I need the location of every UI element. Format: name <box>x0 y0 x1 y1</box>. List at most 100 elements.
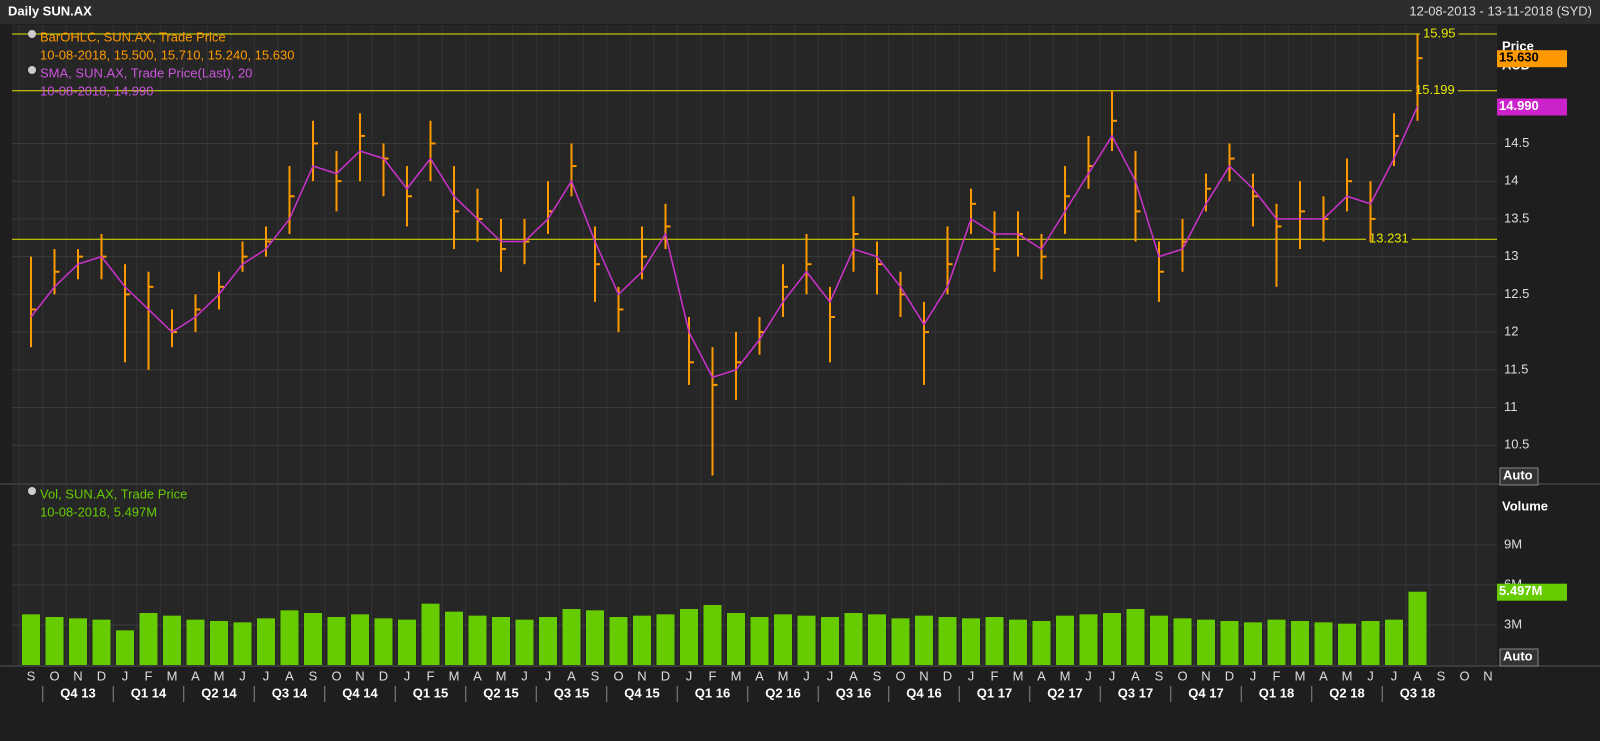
legend-text: BarOHLC, SUN.AX, Trade Price <box>40 29 226 44</box>
x-tick-label: N <box>1483 668 1492 683</box>
legend-icon <box>28 66 36 74</box>
scale-button-label[interactable]: Auto <box>1503 648 1533 663</box>
legend-text: Vol, SUN.AX, Trade Price <box>40 486 187 501</box>
quarter-label: Q3 16 <box>836 685 871 700</box>
legend-text: 10-08-2018, 5.497M <box>40 504 157 519</box>
quarter-label: Q4 16 <box>906 685 941 700</box>
volume-bar <box>492 617 510 665</box>
y-tick-label: 13 <box>1504 248 1518 263</box>
volume-bar <box>562 609 581 665</box>
volume-bar <box>398 619 416 665</box>
y-tick-label: 9M <box>1504 536 1522 551</box>
x-tick-label: N <box>73 668 82 683</box>
x-tick-label: A <box>1319 668 1328 683</box>
quarter-label: Q3 15 <box>554 685 589 700</box>
x-tick-label: D <box>1225 668 1234 683</box>
x-tick-label: J <box>1109 668 1116 683</box>
volume-bar <box>1385 619 1403 665</box>
x-tick-label: O <box>1177 668 1187 683</box>
value-box <box>1497 583 1567 601</box>
quarter-label: Q2 16 <box>765 685 800 700</box>
y-tick-label: 12.5 <box>1504 286 1529 301</box>
x-tick-label: N <box>919 668 928 683</box>
volume-bar <box>915 615 933 665</box>
x-tick-label: J <box>404 668 411 683</box>
x-tick-label: M <box>496 668 507 683</box>
quarter-label: Q3 17 <box>1118 685 1153 700</box>
x-tick-label: J <box>803 668 810 683</box>
x-tick-label: N <box>1201 668 1210 683</box>
volume-bar <box>1338 623 1356 665</box>
legend-text: SMA, SUN.AX, Trade Price(Last), 20 <box>40 65 252 80</box>
volume-bar <box>821 617 839 665</box>
volume-bar <box>1197 619 1215 665</box>
volume-bar <box>1291 621 1309 665</box>
scale-button <box>1499 467 1539 486</box>
value-box <box>1497 98 1567 116</box>
x-tick-label: A <box>285 668 294 683</box>
volume-bar <box>680 609 698 665</box>
x-tick-label: M <box>449 668 460 683</box>
x-tick-label: F <box>145 668 153 683</box>
x-tick-label: J <box>1391 668 1398 683</box>
volume-bar <box>1408 591 1427 665</box>
quarter-label: Q2 14 <box>201 685 237 700</box>
x-tick-label: M <box>1295 668 1306 683</box>
quarter-label: Q4 15 <box>624 685 659 700</box>
volume-bar <box>374 618 393 665</box>
volume-bar <box>985 617 1004 665</box>
x-tick-label: A <box>191 668 200 683</box>
quarter-label: Q1 16 <box>695 685 730 700</box>
x-tick-label: M <box>1342 668 1353 683</box>
x-tick-label: S <box>309 668 318 683</box>
x-tick-label: O <box>331 668 341 683</box>
date-range: 12-08-2013 - 13-11-2018 (SYD) <box>1409 3 1592 18</box>
legend-icon <box>28 30 36 38</box>
x-tick-label: M <box>731 668 742 683</box>
x-tick-label: M <box>778 668 789 683</box>
y-tick-label: 13.5 <box>1504 210 1529 225</box>
quarter-label: Q2 17 <box>1047 685 1082 700</box>
x-tick-label: J <box>968 668 975 683</box>
x-tick-label: S <box>27 668 36 683</box>
volume-bar <box>633 615 651 665</box>
volume-bar <box>92 619 111 665</box>
volume-bar <box>351 614 369 665</box>
value-box-label: 15.630 <box>1499 50 1539 65</box>
legend-text: 10-08-2018, 14.990 <box>40 83 153 98</box>
level-label: 13.231 <box>1369 231 1409 246</box>
volume-bar <box>1009 619 1027 665</box>
quarter-label: Q4 14 <box>342 685 378 700</box>
x-tick-label: D <box>97 668 106 683</box>
volume-bar <box>656 614 675 665</box>
volume-bar <box>515 619 534 665</box>
x-tick-label: J <box>1367 668 1374 683</box>
legend-icon <box>28 487 36 495</box>
level-label-bg <box>1366 231 1412 248</box>
y-tick-label: 14 <box>1504 173 1518 188</box>
x-tick-label: M <box>1013 668 1024 683</box>
scale-button-label[interactable]: Auto <box>1503 467 1533 482</box>
x-tick-label: J <box>263 668 270 683</box>
volume-bar <box>1361 621 1380 665</box>
x-tick-label: A <box>755 668 764 683</box>
volume-bar <box>609 617 628 665</box>
volume-bar <box>186 619 205 665</box>
volume-bar <box>1126 609 1145 665</box>
x-tick-label: J <box>1085 668 1092 683</box>
x-tick-label: J <box>122 668 129 683</box>
x-tick-label: N <box>355 668 364 683</box>
volume-bar <box>1173 618 1192 665</box>
x-tick-label: O <box>895 668 905 683</box>
x-tick-label: A <box>1131 668 1140 683</box>
axis-title: Volume <box>1502 498 1548 513</box>
volume-bar <box>1079 614 1098 665</box>
quarter-label: Q1 14 <box>131 685 167 700</box>
y-tick-label: 3M <box>1504 616 1522 631</box>
value-box-label: 5.497M <box>1499 583 1542 598</box>
y-tick-label: 11.5 <box>1504 361 1528 376</box>
volume-bar <box>1314 622 1333 665</box>
volume-bar <box>797 615 816 665</box>
x-tick-label: A <box>1037 668 1046 683</box>
